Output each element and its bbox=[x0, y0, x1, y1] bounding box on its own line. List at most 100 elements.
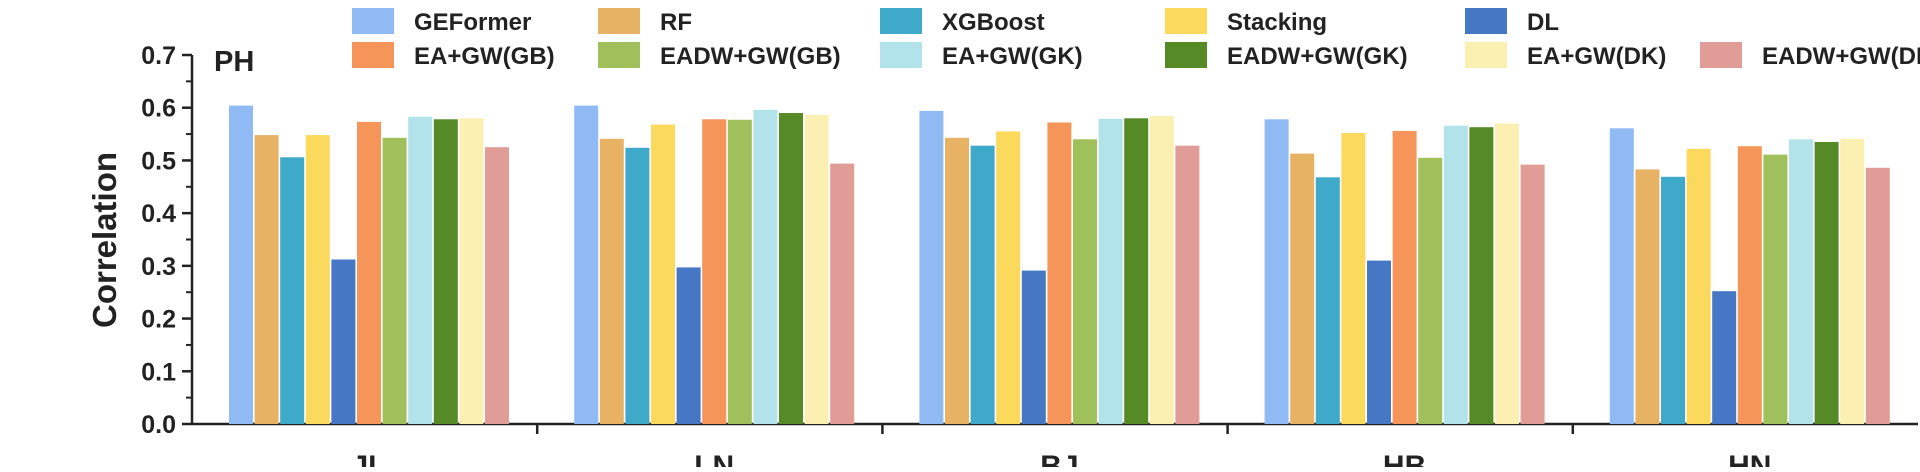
bar-hb-stacking bbox=[1341, 133, 1366, 424]
legend-swatch bbox=[598, 42, 640, 68]
bar-ln-eadw-gw-dk bbox=[830, 163, 855, 424]
chart-title: PH bbox=[214, 46, 254, 78]
bar-jl-ea-gw-gk bbox=[408, 116, 433, 424]
legend-swatch bbox=[1165, 42, 1207, 68]
bar-ln-stacking bbox=[651, 124, 675, 424]
legend-item-ea-gw-dk: EA+GW(DK) bbox=[1465, 42, 1666, 70]
legend-swatch bbox=[880, 8, 922, 34]
legend-label: GEFormer bbox=[414, 9, 531, 36]
bar-bj-ea-gw-gb bbox=[1047, 122, 1072, 424]
bar-ln-rf bbox=[599, 138, 624, 425]
bar-ln-ea-gw-gb bbox=[702, 119, 727, 425]
bar-hb-ea-gw-gk bbox=[1443, 125, 1468, 424]
legend-item-eadw-gw-gb: EADW+GW(GB) bbox=[598, 42, 841, 70]
y-tick-label: 0.6 bbox=[141, 95, 176, 123]
bar-hn-stacking bbox=[1686, 148, 1711, 425]
bar-hn-dl bbox=[1712, 291, 1737, 424]
bars bbox=[229, 105, 1890, 425]
x-tick-label-jl: JL bbox=[351, 450, 386, 467]
legend-swatch bbox=[598, 8, 640, 34]
bar-hn-eadw-gw-gb bbox=[1763, 154, 1788, 424]
legend-label: EA+GW(GB) bbox=[414, 43, 555, 70]
bar-hn-xgboost bbox=[1661, 176, 1685, 424]
bar-hn-ea-gw-gb bbox=[1737, 146, 1762, 424]
legend-swatch bbox=[352, 8, 394, 34]
bar-jl-stacking bbox=[305, 135, 330, 424]
bar-jl-xgboost bbox=[280, 157, 305, 425]
legend-swatch bbox=[1465, 8, 1507, 34]
bar-ln-dl bbox=[676, 267, 701, 424]
legend: GEFormer RF XGBoost Stacking DL EA+GW(GB) EADW… bbox=[352, 8, 1920, 70]
bar-jl-ea-gw-dk bbox=[459, 118, 484, 425]
bar-ln-xgboost bbox=[625, 147, 650, 425]
legend-label: EADW+GW(DK) bbox=[1762, 43, 1920, 70]
bar-hn-ea-gw-gk bbox=[1789, 139, 1813, 425]
bar-ln-eadw-gw-gb bbox=[727, 119, 752, 425]
bar-hb-eadw-gw-gk bbox=[1469, 127, 1494, 424]
x-tick-label-bj: BJ bbox=[1040, 450, 1078, 467]
y-axis-title: Correlation bbox=[86, 152, 123, 328]
legend-swatch bbox=[1700, 42, 1742, 68]
y-tick-label: 0.3 bbox=[141, 253, 176, 281]
legend-label: RF bbox=[660, 9, 692, 36]
legend-item-dl: DL bbox=[1465, 8, 1559, 36]
bar-hb-ea-gw-dk bbox=[1495, 123, 1519, 424]
bar-ln-geformer bbox=[574, 105, 599, 424]
bar-hn-rf bbox=[1635, 169, 1660, 424]
bar-bj-eadw-gw-dk bbox=[1175, 145, 1200, 424]
bar-bj-geformer bbox=[919, 110, 944, 425]
bar-hb-rf bbox=[1290, 153, 1315, 424]
legend-swatch bbox=[1465, 42, 1507, 68]
bar-hb-eadw-gw-gb bbox=[1418, 157, 1443, 425]
legend-item-ea-gw-gk: EA+GW(GK) bbox=[880, 42, 1083, 70]
x-tick-label-hb: HB bbox=[1383, 450, 1426, 467]
bar-hb-xgboost bbox=[1315, 177, 1340, 424]
legend-label: DL bbox=[1527, 9, 1559, 36]
x-tick-label-ln: LN bbox=[694, 450, 734, 467]
x-tick-label-hn: HN bbox=[1728, 450, 1771, 467]
bar-ln-ea-gw-gk bbox=[753, 109, 778, 425]
bar-hn-ea-gw-dk bbox=[1840, 138, 1865, 425]
legend-swatch bbox=[1165, 8, 1207, 34]
bar-hb-dl bbox=[1367, 260, 1391, 424]
bar-bj-ea-gw-gk bbox=[1098, 118, 1123, 425]
bar-jl-eadw-gw-dk bbox=[485, 147, 509, 424]
bar-bj-ea-gw-dk bbox=[1149, 116, 1174, 424]
legend-item-ea-gw-gb: EA+GW(GB) bbox=[352, 42, 555, 70]
bar-ln-eadw-gw-gk bbox=[779, 113, 803, 424]
bar-jl-eadw-gw-gk bbox=[433, 119, 458, 425]
y-tick-label: 0.0 bbox=[141, 411, 176, 439]
legend-item-eadw-gw-gk: EADW+GW(GK) bbox=[1165, 42, 1408, 70]
legend-label: EADW+GW(GB) bbox=[660, 43, 841, 70]
bar-bj-rf bbox=[945, 137, 969, 425]
bar-hb-geformer bbox=[1264, 119, 1289, 425]
bar-jl-eadw-gw-gb bbox=[382, 137, 407, 425]
legend-label: EADW+GW(GK) bbox=[1227, 43, 1408, 70]
legend-label: EA+GW(GK) bbox=[942, 43, 1083, 70]
legend-swatch bbox=[352, 42, 394, 68]
bar-bj-eadw-gw-gk bbox=[1124, 118, 1149, 425]
bar-jl-ea-gw-gb bbox=[357, 121, 381, 425]
bar-ln-ea-gw-dk bbox=[804, 115, 829, 424]
bar-hb-ea-gw-gb bbox=[1392, 130, 1417, 424]
legend-label: Stacking bbox=[1227, 9, 1327, 36]
y-tick-label: 0.4 bbox=[141, 200, 176, 228]
legend-label: XGBoost bbox=[942, 9, 1045, 36]
y-tick-label: 0.5 bbox=[141, 147, 176, 175]
legend-item-rf: RF bbox=[598, 8, 692, 36]
bar-jl-geformer bbox=[229, 105, 253, 424]
bar-bj-stacking bbox=[996, 131, 1021, 424]
legend-item-xgboost: XGBoost bbox=[880, 8, 1045, 36]
legend-item-stacking: Stacking bbox=[1165, 8, 1327, 36]
legend-swatch bbox=[880, 42, 922, 68]
bar-hn-eadw-gw-gk bbox=[1814, 142, 1839, 424]
bar-jl-dl bbox=[331, 259, 356, 424]
bar-hn-eadw-gw-dk bbox=[1865, 167, 1890, 425]
bar-hn-geformer bbox=[1609, 128, 1634, 425]
legend-label: EA+GW(DK) bbox=[1527, 43, 1666, 70]
legend-item-eadw-gw-dk: EADW+GW(DK) bbox=[1700, 42, 1920, 70]
bar-bj-xgboost bbox=[970, 145, 995, 424]
legend-item-geformer: GEFormer bbox=[352, 8, 531, 36]
